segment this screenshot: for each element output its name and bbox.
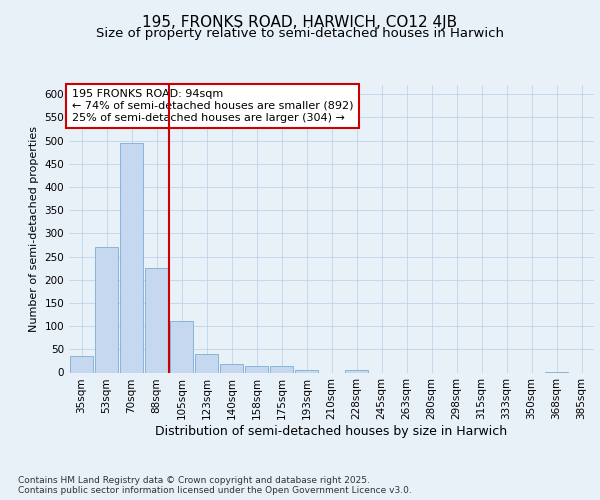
Bar [170,322,193,372]
Text: Contains HM Land Registry data © Crown copyright and database right 2025.
Contai: Contains HM Land Registry data © Crown c… [18,476,412,495]
Bar [119,143,143,372]
Text: 195 FRONKS ROAD: 94sqm
← 74% of semi-detached houses are smaller (892)
25% of se: 195 FRONKS ROAD: 94sqm ← 74% of semi-det… [71,90,353,122]
Bar [220,364,244,372]
Bar [145,268,169,372]
Bar [344,370,368,372]
Bar [245,366,268,372]
Bar [194,354,218,372]
Bar [95,248,118,372]
Text: 195, FRONKS ROAD, HARWICH, CO12 4JB: 195, FRONKS ROAD, HARWICH, CO12 4JB [142,15,458,30]
Bar [70,356,94,372]
Text: Size of property relative to semi-detached houses in Harwich: Size of property relative to semi-detach… [96,28,504,40]
X-axis label: Distribution of semi-detached houses by size in Harwich: Distribution of semi-detached houses by … [155,425,508,438]
Bar [269,366,293,372]
Bar [295,370,319,372]
Y-axis label: Number of semi-detached properties: Number of semi-detached properties [29,126,39,332]
